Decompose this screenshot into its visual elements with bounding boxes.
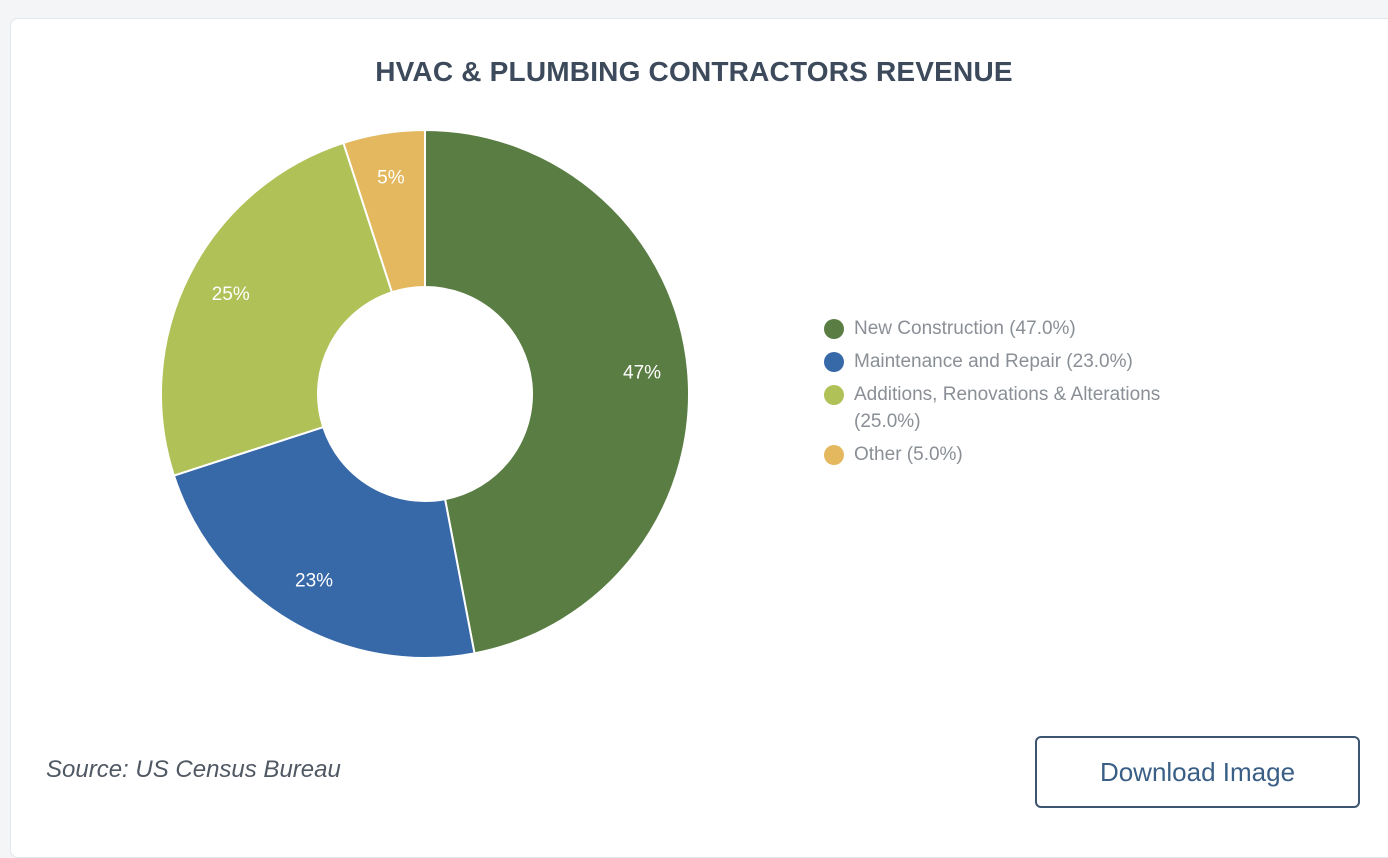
legend-label: Additions, Renovations & Alterations (25… (854, 384, 1161, 432)
donut-slices (160, 128, 690, 659)
legend-dot (824, 319, 844, 339)
legend-item-other[interactable]: Other (5.0%) (824, 441, 1224, 468)
legend-item-maintenance-repair[interactable]: Maintenance and Repair (23.0%) (824, 348, 1224, 375)
chart-title: HVAC & PLUMBING CONTRACTORS REVENUE (375, 56, 1013, 87)
slice-label-maintenance-repair: 23% (295, 571, 333, 592)
legend-label: Other (5.0%) (854, 444, 963, 465)
legend-label: Maintenance and Repair (23.0%) (854, 351, 1133, 372)
legend-dot (824, 352, 844, 372)
slice-label-other: 5% (377, 168, 405, 189)
legend-item-new-construction[interactable]: New Construction (47.0%) (824, 315, 1224, 342)
legend-item-additions-renovations[interactable]: Additions, Renovations & Alterations (25… (824, 381, 1224, 435)
slice-label-additions-renovations: 25% (212, 284, 250, 305)
legend-label: New Construction (47.0%) (854, 318, 1076, 339)
slice-maintenance-repair[interactable] (172, 425, 476, 659)
slice-other[interactable] (342, 128, 426, 294)
source-note: Source: US Census Bureau (46, 756, 341, 783)
chart-legend: New Construction (47.0%) Maintenance and… (824, 315, 1224, 474)
legend-dot (824, 445, 844, 465)
legend-dot (824, 385, 844, 405)
slice-new-construction[interactable] (424, 128, 690, 655)
donut-slice-labels: 47% 23% 25% 5% (212, 168, 661, 592)
donut-chart: 47% 23% 25% 5% (160, 128, 690, 659)
slice-label-new-construction: 47% (623, 363, 661, 384)
download-image-button[interactable]: Download Image (1035, 736, 1360, 808)
slice-additions-renovations[interactable] (160, 141, 394, 477)
